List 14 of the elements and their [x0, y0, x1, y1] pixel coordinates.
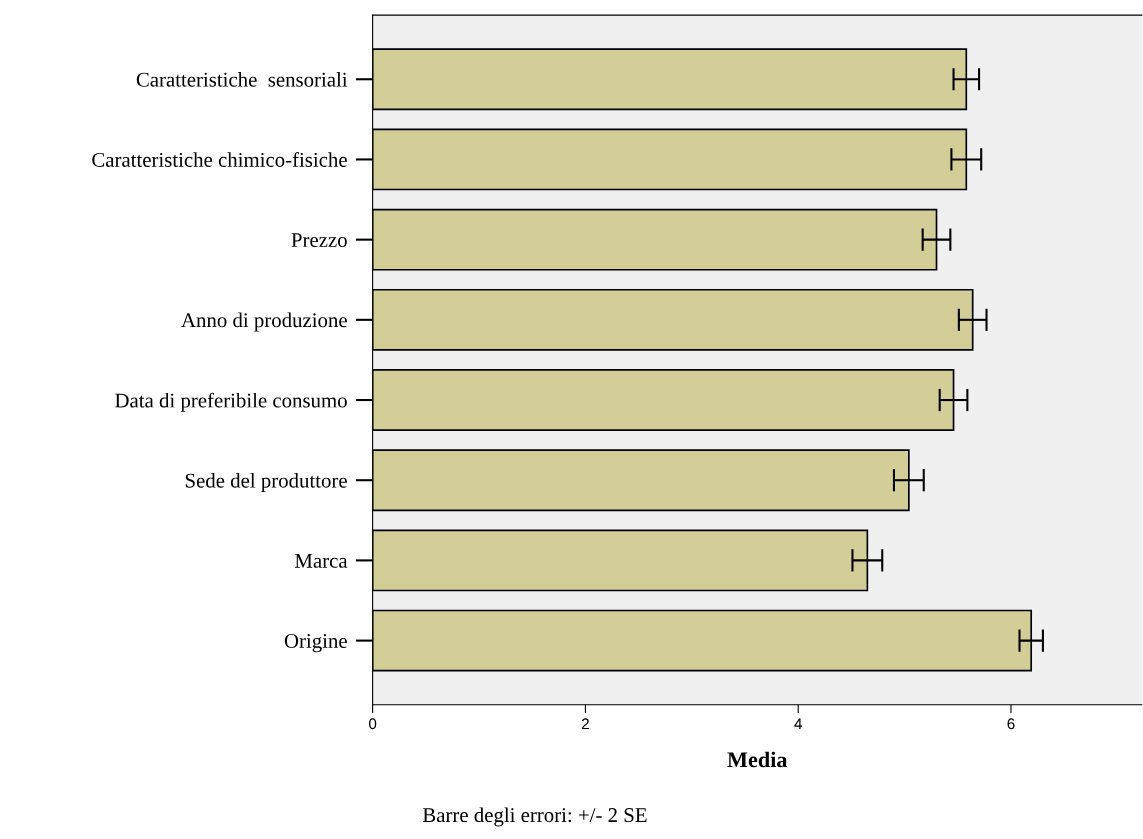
y-tick-label: Sede del produttore: [185, 472, 347, 492]
y-tick-label: Prezzo: [291, 233, 347, 248]
y-tick-label: Origine: [284, 634, 347, 653]
text: Barre degli errori: +/- 2 SE: [422, 807, 647, 827]
x-axis-title: Media: [727, 751, 788, 768]
y-tick-label: Anno di produzione: [181, 312, 347, 332]
y-tick-label: Caratteristiche chimico-fisiche: [92, 152, 347, 167]
y-tick-label: Marca: [295, 554, 348, 568]
y-tick-label: Caratteristiche sensoriali: [136, 72, 348, 87]
x-tick-label: 6: [1007, 718, 1015, 730]
x-tick-label: 4: [794, 718, 802, 730]
y-tick-label: Data di preferibile consumo: [115, 392, 347, 412]
x-tick-label: 0: [368, 718, 377, 730]
x-tick-label: 2: [581, 718, 589, 730]
